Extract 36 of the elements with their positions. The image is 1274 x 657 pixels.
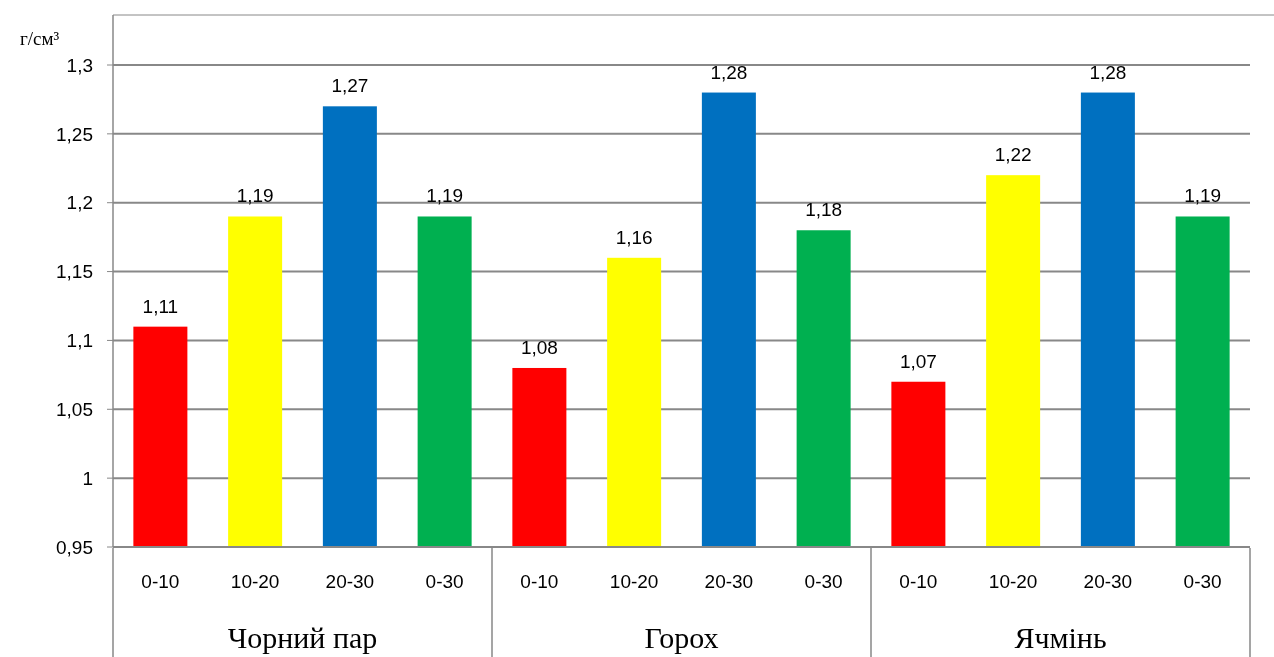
x-tick-label: 20-30 [704,571,754,592]
x-tick-label: 0-30 [804,571,843,592]
data-label: 1,18 [805,199,843,221]
x-tick-label: 0-30 [1183,571,1222,592]
text: Ячмінь [1014,621,1107,654]
text: Горох [644,621,719,654]
data-label: 1,22 [994,144,1032,166]
x-tick-label: 10-20 [609,571,659,592]
data-label: 1,28 [1089,61,1127,83]
x-tick-label: 10-20 [230,571,280,592]
text: Чорний пар [227,621,378,654]
x-tick-label: 20-30 [1083,571,1133,592]
y-tick-label: 1,1 [66,330,93,352]
x-tick-label: 0-30 [425,571,464,592]
y-tick-label: 0,95 [56,536,93,558]
x-tick-label: 20-30 [325,571,375,592]
y-axis-title: г/см³ [20,28,60,49]
y-tick-label: 1,25 [56,123,93,145]
y-tick-label: 1,05 [56,398,93,420]
data-label: 1,19 [1184,185,1222,207]
data-label: 1,07 [899,350,937,372]
x-tick-label: 0-10 [141,571,180,592]
data-label: 1,16 [615,226,653,248]
x-tick-label: 0-10 [520,571,559,592]
y-tick-label: 1,15 [56,261,93,283]
data-label: 1,19 [426,185,464,207]
y-tick-label: 1,3 [66,54,93,76]
y-tick-label: 1,2 [66,192,93,214]
data-label: 1,11 [142,295,179,317]
data-label: 1,08 [520,336,558,358]
data-label: 1,27 [331,75,369,97]
x-tick-label: 0-10 [899,571,938,592]
data-label: 1,19 [236,185,274,207]
x-tick-label: 10-20 [988,571,1038,592]
y-tick-label: 1 [82,467,93,489]
data-label: 1,28 [710,61,748,83]
